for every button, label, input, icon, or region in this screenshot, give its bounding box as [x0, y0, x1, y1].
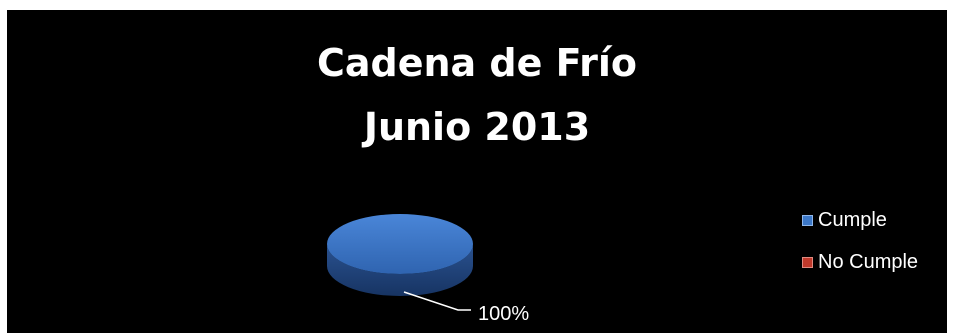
legend-swatch-no-cumple	[802, 256, 813, 268]
legend-label-cumple: Cumple	[818, 208, 887, 231]
pie-slice-side-cumple	[327, 244, 473, 296]
chart-title-line-1: Cadena de Frío	[316, 41, 638, 85]
legend-item-no-cumple: No Cumple	[802, 250, 918, 274]
data-label-leader-line	[403, 291, 471, 311]
data-label-cumple: 100%	[478, 303, 529, 325]
chart-title-line-2: Junio 2013	[363, 105, 591, 149]
legend-swatch-cumple	[802, 214, 813, 226]
chart-area: Cadena de Frío Junio 2013 100% Cumple No…	[7, 10, 947, 333]
pie-chart: 100%	[327, 214, 529, 325]
legend: Cumple No Cumple	[802, 208, 918, 292]
pie-slice-cumple	[327, 214, 473, 274]
legend-label-no-cumple: No Cumple	[818, 250, 919, 273]
legend-item-cumple: Cumple	[802, 208, 918, 232]
